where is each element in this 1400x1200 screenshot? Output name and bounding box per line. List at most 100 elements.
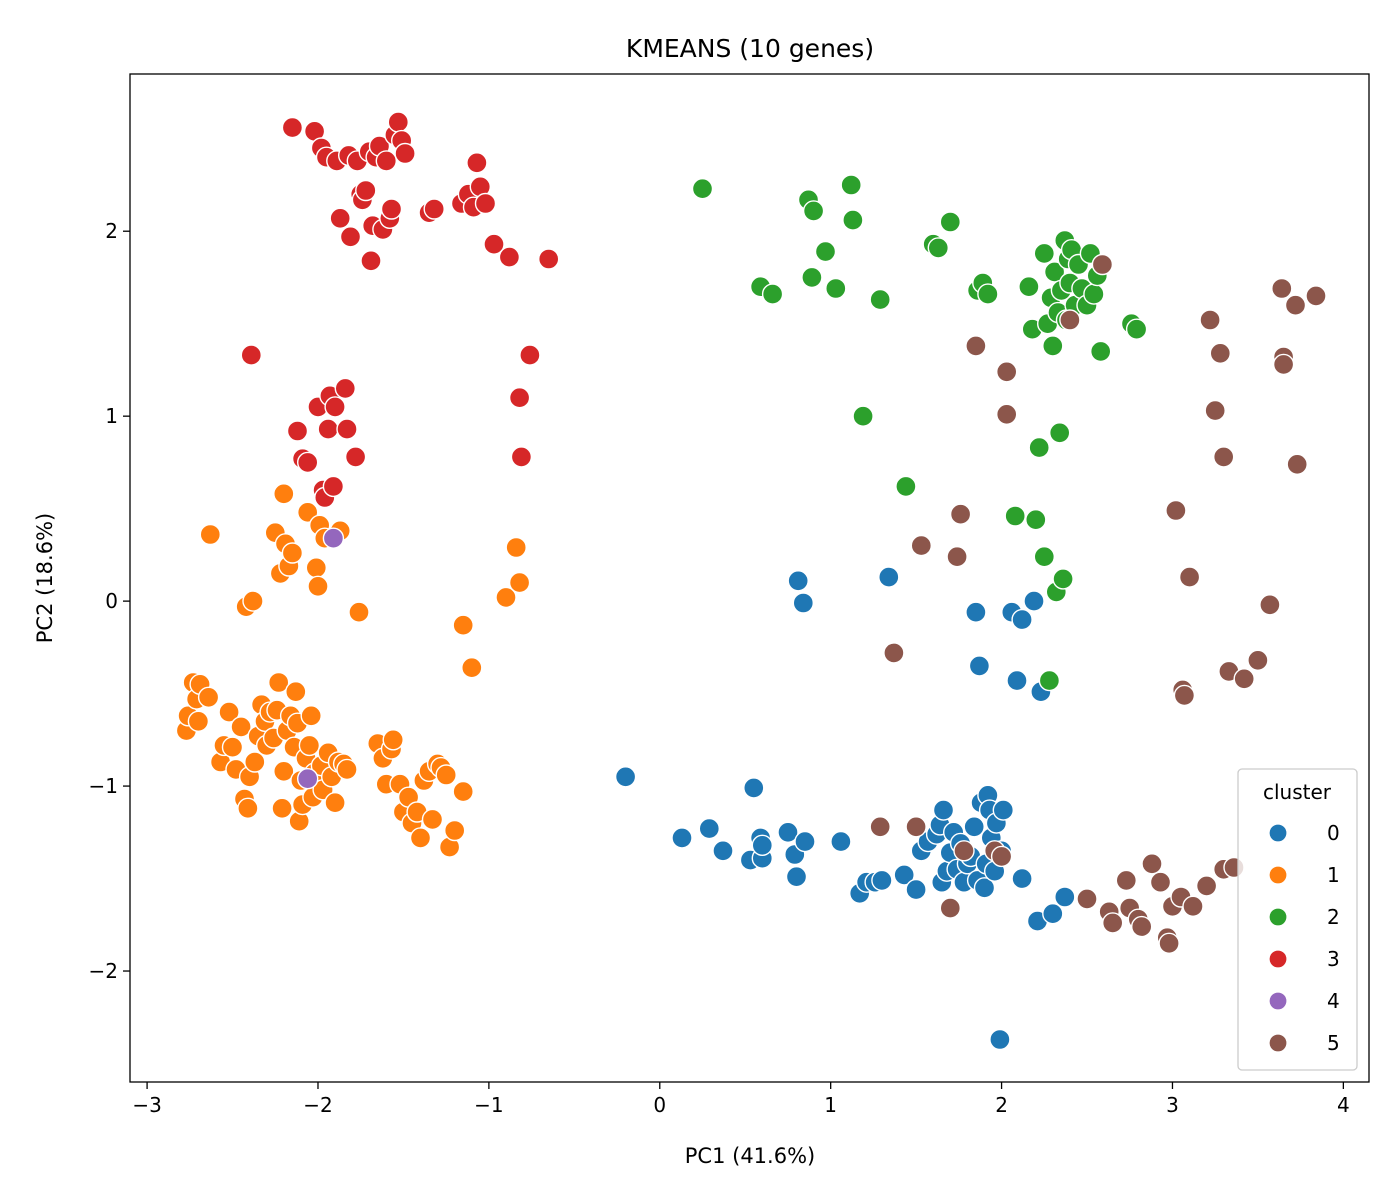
point-cluster-1 (268, 671, 290, 694)
series-3 (240, 111, 560, 509)
legend-marker-2 (1268, 907, 1288, 927)
point-cluster-2 (927, 237, 949, 259)
point-cluster-5 (1101, 912, 1124, 934)
point-cluster-0 (973, 877, 996, 899)
point-cluster-2 (1025, 509, 1047, 531)
point-cluster-5 (1130, 915, 1153, 938)
point-cluster-1 (273, 760, 295, 782)
point-cluster-0 (989, 1028, 1011, 1051)
point-cluster-3 (510, 446, 533, 468)
point-cluster-1 (273, 483, 295, 505)
x-tick-label: 0 (653, 1093, 666, 1117)
point-cluster-0 (965, 601, 987, 623)
point-cluster-1 (271, 797, 293, 819)
point-cluster-5 (1076, 888, 1098, 910)
point-cluster-0 (968, 655, 991, 677)
point-cluster-5 (1195, 875, 1218, 897)
point-cluster-1 (382, 729, 404, 751)
plot-area-frame (129, 73, 1370, 1083)
point-cluster-1 (409, 827, 432, 849)
point-cluster-2 (842, 209, 864, 231)
point-cluster-1 (324, 792, 346, 814)
point-cluster-4 (297, 768, 319, 790)
point-cluster-3 (380, 198, 403, 220)
point-cluster-1 (307, 575, 329, 597)
point-cluster-1 (452, 614, 474, 636)
point-cluster-2 (761, 283, 784, 305)
point-cluster-1 (285, 681, 307, 703)
point-cluster-5 (1091, 253, 1114, 276)
point-cluster-0 (1054, 886, 1076, 908)
point-cluster-5 (1233, 668, 1255, 690)
point-cluster-5 (939, 897, 961, 919)
point-cluster-3 (324, 396, 346, 418)
point-cluster-3 (297, 451, 319, 474)
x-tick-label: −2 (303, 1093, 332, 1117)
point-cluster-0 (1042, 903, 1064, 925)
point-cluster-2 (1043, 261, 1066, 283)
point-cluster-1 (495, 586, 517, 609)
point-cluster-0 (614, 766, 637, 788)
x-axis-label: PC1 (41.6%) (685, 1144, 815, 1168)
point-cluster-5 (996, 361, 1018, 383)
point-cluster-5 (1209, 342, 1232, 364)
point-cluster-1 (221, 736, 244, 758)
legend-label-1: 1 (1327, 863, 1340, 887)
point-cluster-5 (1272, 353, 1295, 376)
point-cluster-2 (802, 200, 825, 222)
legend-marker-1 (1268, 865, 1288, 885)
point-cluster-1 (218, 701, 240, 723)
series-4 (297, 527, 345, 790)
point-cluster-3 (317, 418, 339, 440)
point-cluster-0 (992, 799, 1014, 821)
x-tick-label: 2 (995, 1093, 1008, 1117)
point-cluster-5 (1199, 309, 1221, 331)
legend-label-3: 3 (1327, 947, 1340, 971)
point-cluster-5 (1149, 871, 1172, 893)
point-cluster-5 (1284, 294, 1307, 316)
point-cluster-3 (387, 111, 409, 133)
point-cluster-3 (322, 475, 345, 498)
point-cluster-2 (1042, 335, 1064, 357)
legend-label-0: 0 (1327, 821, 1340, 845)
point-cluster-5 (869, 816, 891, 838)
point-cluster-0 (1011, 867, 1033, 890)
point-cluster-5 (1305, 285, 1327, 307)
point-cluster-0 (743, 777, 765, 799)
y-axis-label: PC2 (18.6%) (33, 513, 57, 643)
y-tick-label: 0 (105, 589, 118, 613)
point-cluster-3 (519, 344, 541, 366)
point-cluster-5 (949, 503, 972, 525)
point-cluster-3 (281, 116, 304, 139)
point-cluster-3 (355, 179, 377, 202)
point-cluster-0 (794, 830, 816, 853)
point-cluster-2 (1089, 340, 1112, 363)
point-cluster-5 (1212, 446, 1235, 468)
point-cluster-3 (334, 377, 356, 400)
legend-box (1237, 768, 1358, 1071)
point-cluster-3 (498, 246, 521, 268)
legend-items: 0 1 2 3 4 5 (1268, 821, 1340, 1055)
legend-title: cluster (1263, 780, 1332, 804)
point-cluster-1 (508, 571, 531, 594)
point-cluster-2 (977, 283, 999, 305)
point-cluster-1 (305, 557, 327, 579)
point-cluster-0 (893, 864, 915, 886)
point-cluster-1 (281, 542, 304, 564)
point-cluster-3 (466, 152, 488, 174)
point-cluster-5 (1182, 895, 1204, 917)
point-cluster-3 (538, 248, 560, 270)
point-cluster-2 (1004, 505, 1026, 527)
point-cluster-5 (965, 335, 987, 357)
point-cluster-2 (852, 405, 874, 427)
point-cluster-2 (1083, 283, 1105, 305)
point-cluster-0 (671, 827, 693, 849)
point-cluster-3 (394, 142, 416, 165)
point-cluster-5 (990, 845, 1013, 868)
point-cluster-0 (1023, 590, 1045, 612)
point-cluster-3 (240, 344, 263, 366)
point-cluster-0 (698, 817, 720, 840)
legend-marker-0 (1268, 823, 1288, 843)
point-cluster-5 (1247, 649, 1269, 671)
